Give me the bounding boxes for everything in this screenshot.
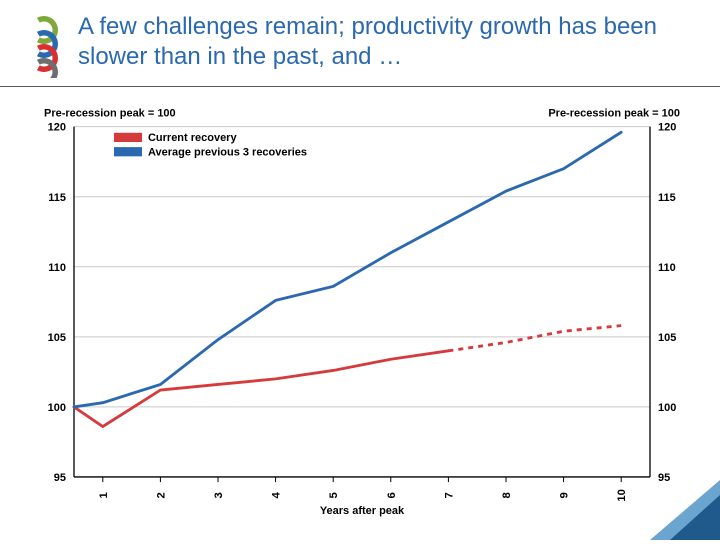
slide-header: A few challenges remain; productivity gr… [0, 0, 720, 87]
svg-text:4: 4 [271, 491, 283, 498]
svg-text:105: 105 [658, 332, 676, 344]
svg-text:110: 110 [658, 262, 676, 274]
svg-text:Average previous 3 recoveries: Average previous 3 recoveries [148, 146, 307, 158]
svg-text:1: 1 [98, 492, 110, 498]
svg-text:5: 5 [328, 492, 340, 498]
svg-text:8: 8 [501, 492, 513, 498]
corner-accent [630, 480, 720, 540]
svg-text:2: 2 [156, 492, 168, 498]
svg-text:10: 10 [616, 489, 628, 502]
svg-text:120: 120 [48, 122, 66, 134]
oecd-logo-icon [16, 12, 74, 78]
svg-text:Years after peak: Years after peak [320, 505, 405, 517]
svg-text:3: 3 [213, 492, 225, 498]
svg-text:110: 110 [48, 262, 66, 274]
svg-text:Pre-recession peak = 100: Pre-recession peak = 100 [44, 107, 176, 119]
svg-text:115: 115 [48, 192, 66, 204]
svg-text:120: 120 [658, 122, 676, 134]
slide-title: A few challenges remain; productivity gr… [74, 12, 700, 72]
svg-text:115: 115 [658, 192, 676, 204]
svg-text:100: 100 [658, 402, 676, 414]
productivity-chart: 9595100100105105110110115115120120123456… [24, 100, 700, 520]
svg-text:6: 6 [386, 492, 398, 498]
svg-text:9: 9 [559, 492, 571, 498]
svg-text:7: 7 [444, 492, 456, 498]
svg-text:Pre-recession peak = 100: Pre-recession peak = 100 [548, 107, 680, 119]
svg-text:100: 100 [48, 402, 66, 414]
svg-text:105: 105 [48, 332, 66, 344]
svg-text:Current recovery: Current recovery [148, 132, 237, 144]
svg-text:95: 95 [54, 472, 66, 484]
